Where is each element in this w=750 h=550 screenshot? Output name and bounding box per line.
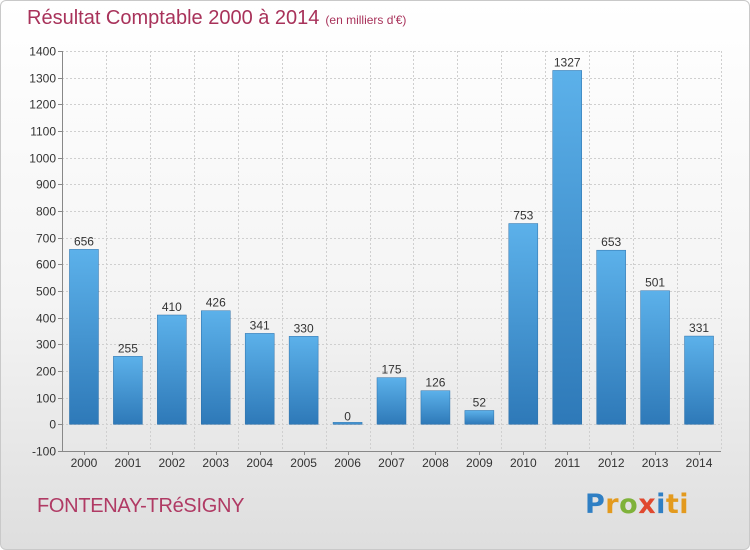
x-tick-label: 2002	[158, 456, 185, 470]
y-tick-label: 800	[36, 205, 56, 219]
x-tick-label: 2004	[246, 456, 273, 470]
logo-letter: P	[585, 489, 606, 520]
logo-letter: r	[605, 489, 620, 520]
x-tick-label: 2005	[290, 456, 317, 470]
y-tick-label: 700	[36, 232, 56, 246]
logo-letter: x	[638, 489, 657, 520]
data-label: 656	[74, 234, 94, 248]
y-tick-label: 1000	[29, 152, 56, 166]
bar	[157, 314, 187, 425]
data-label: 1327	[554, 55, 581, 69]
x-tick-label: 2006	[334, 456, 361, 470]
chart-title-text: Résultat Comptable 2000 à 2014	[27, 7, 320, 29]
x-tick-label: 2010	[510, 456, 537, 470]
chart-title: Résultat Comptable 2000 à 2014 (en millie…	[27, 7, 406, 30]
bar	[508, 223, 539, 425]
x-tick-label: 2012	[598, 456, 625, 470]
x-tick-label: 2000	[71, 456, 98, 470]
y-tick-label: 900	[36, 178, 56, 192]
data-label: 126	[425, 376, 445, 390]
chart-subtitle: (en milliers d'€)	[325, 13, 407, 27]
data-label: 175	[381, 363, 401, 377]
data-label: 255	[118, 341, 138, 355]
x-tick-label: 2014	[686, 456, 713, 470]
bar	[201, 310, 231, 425]
logo-letter: i	[656, 489, 666, 520]
bar	[244, 333, 275, 425]
bar	[420, 390, 451, 425]
y-tick-label: 0	[49, 418, 56, 432]
y-tick-label: 400	[36, 312, 56, 326]
logo-letter: o	[619, 489, 639, 520]
y-tick-label: 1200	[29, 98, 56, 112]
data-label: 331	[689, 321, 709, 335]
x-tick-label: 2008	[422, 456, 449, 470]
y-tick-label: -100	[32, 445, 56, 459]
bar	[288, 336, 319, 425]
labels: 656 2000 255 2001 410 2002 426 2003 341 2004 330 20…	[71, 55, 713, 470]
y-tick-label: 1100	[30, 125, 56, 139]
bar	[552, 70, 582, 425]
x-tick-label: 2007	[378, 456, 405, 470]
data-label: 0	[344, 409, 351, 423]
data-label: 410	[162, 300, 182, 314]
x-tick-label: 2013	[642, 456, 669, 470]
y-tick-label: 600	[36, 258, 56, 272]
axes: -100 0 100 200 300 400 500 600 700 800 900 1000 1100…	[29, 45, 721, 459]
y-tick-label: 500	[36, 285, 56, 299]
x-tick-label: 2001	[115, 456, 142, 470]
commune-name: FONTENAY-TRéSIGNY	[37, 495, 245, 517]
bar	[332, 422, 363, 425]
data-label: 653	[601, 235, 621, 249]
bar	[464, 410, 495, 425]
y-tick-label: 1400	[29, 45, 56, 59]
y-tick-label: 1300	[29, 72, 56, 86]
bar	[596, 249, 626, 425]
bars	[69, 70, 714, 425]
data-label: 341	[250, 318, 270, 332]
data-label: 52	[473, 395, 487, 409]
y-tick-label: 100	[36, 392, 56, 406]
bar	[376, 377, 407, 425]
bar	[640, 290, 670, 425]
bar	[69, 249, 99, 425]
x-tick-label: 2003	[202, 456, 229, 470]
data-label: 753	[513, 209, 533, 223]
x-tick-label: 2009	[466, 456, 493, 470]
bar	[113, 356, 143, 425]
proxiti-logo: Proxiti	[585, 489, 689, 520]
data-label: 426	[206, 296, 226, 310]
x-tick-label: 2011	[554, 456, 580, 470]
y-tick-label: 200	[36, 365, 56, 379]
data-label: 501	[645, 276, 665, 290]
data-label: 330	[294, 321, 314, 335]
bar	[684, 335, 714, 425]
y-tick-label: 300	[36, 338, 56, 352]
logo-letter: ti	[665, 489, 690, 520]
